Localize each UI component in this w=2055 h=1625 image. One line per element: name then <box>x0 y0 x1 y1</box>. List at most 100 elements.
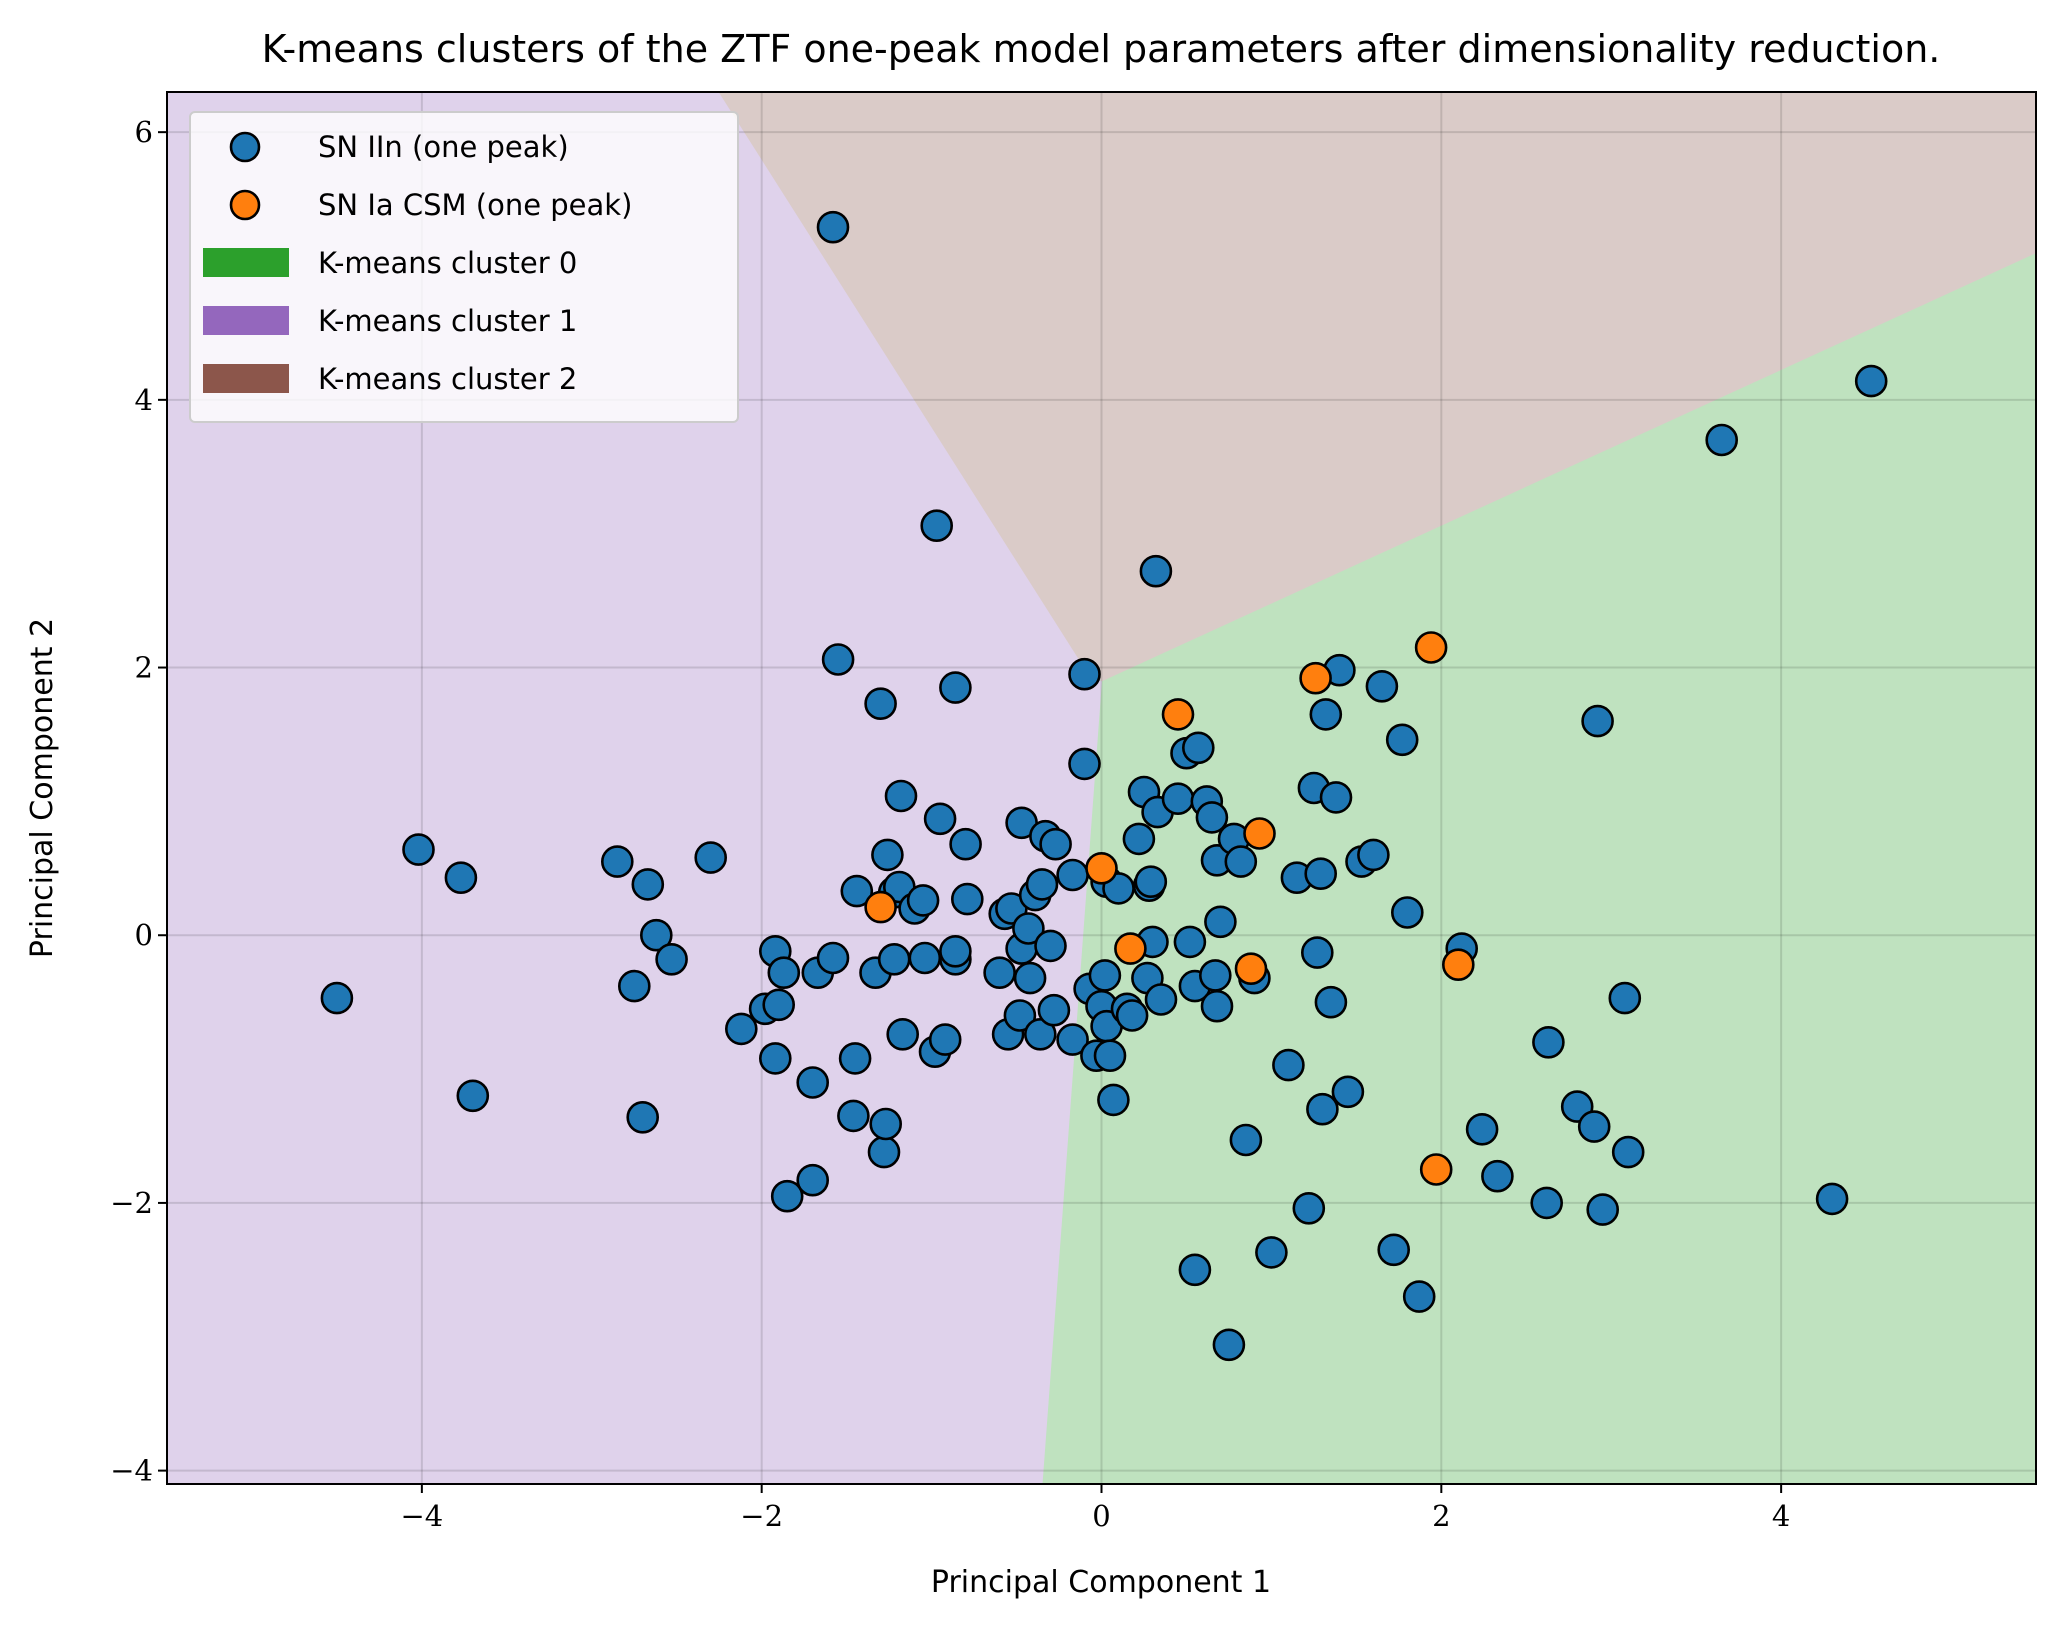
sn-iin-point <box>1292 1192 1326 1225</box>
data-points <box>320 210 1888 1362</box>
y-tick-label: 2 <box>135 651 153 685</box>
legend-patch-2 <box>203 248 289 277</box>
sn-iin-point <box>1465 1113 1499 1146</box>
sn-iin-point <box>1013 961 1047 995</box>
sn-iin-point <box>949 827 982 861</box>
legend: SN IIn (one peak) SN Ia CSM (one peak) K-m… <box>189 111 739 423</box>
sn-ia-csm-point <box>1161 698 1195 731</box>
sn-iin-point <box>1212 1328 1246 1362</box>
sn-iin-point <box>1115 999 1149 1032</box>
sn-iin-point <box>1319 781 1353 814</box>
sn-iin-point <box>1039 827 1072 861</box>
sn-iin-point <box>1532 1026 1565 1059</box>
x-tick-label: 0 <box>1092 1499 1110 1533</box>
sn-ia-csm-point <box>1243 817 1276 850</box>
sn-iin-point <box>869 1107 903 1141</box>
sn-iin-point <box>402 833 435 866</box>
sn-iin-point <box>1306 1092 1339 1126</box>
sn-ia-csm-point <box>1414 631 1448 664</box>
cluster-regions <box>167 92 2036 1484</box>
legend-patch-3 <box>203 306 289 335</box>
legend-label-4: K-means cluster 2 <box>318 362 577 396</box>
sn-iin-point <box>816 941 850 975</box>
sn-iin-point <box>837 1099 870 1133</box>
sn-iin-point <box>1402 1280 1436 1313</box>
sn-iin-point <box>821 643 855 676</box>
sn-iin-point <box>1586 1193 1619 1226</box>
sn-iin-point <box>1034 929 1067 963</box>
sn-iin-point <box>796 1163 830 1197</box>
sn-iin-point <box>1093 1039 1127 1072</box>
legend-label-2: K-means cluster 0 <box>318 246 577 280</box>
sn-iin-point <box>1088 959 1122 992</box>
sn-iin-point <box>444 861 478 895</box>
sn-iin-point <box>1377 1233 1410 1267</box>
sn-iin-point <box>1581 704 1614 738</box>
sn-iin-point <box>796 1066 830 1099</box>
sn-iin-point <box>1122 822 1156 856</box>
x-tick-label: −4 <box>400 1499 443 1533</box>
sn-iin-point <box>950 882 984 916</box>
y-axis-ticks: −4 −2 0 2 4 6 <box>110 115 167 1488</box>
sn-iin-point <box>1314 985 1348 1019</box>
sn-iin-point <box>626 1101 660 1134</box>
sn-iin-point <box>939 934 972 968</box>
sn-iin-point <box>1385 723 1419 757</box>
sn-iin-point <box>1301 936 1334 969</box>
sn-iin-point <box>1608 981 1642 1015</box>
sn-iin-point <box>1229 1123 1263 1157</box>
sn-iin-point <box>939 671 972 704</box>
sn-iin-point <box>923 802 957 836</box>
cluster-region-2 <box>718 92 2036 682</box>
sn-iin-point <box>1304 857 1337 891</box>
sn-ia-csm-point <box>1419 1153 1453 1186</box>
sn-iin-point <box>1139 554 1173 588</box>
sn-iin-point <box>920 509 954 543</box>
legend-patch-4 <box>203 364 289 393</box>
sn-iin-point <box>1577 1110 1611 1143</box>
sn-iin-point <box>867 1135 901 1169</box>
sn-iin-point <box>1200 989 1234 1023</box>
x-tick-label: 2 <box>1432 1499 1450 1533</box>
y-tick-label: 6 <box>135 115 153 149</box>
y-tick-label: 0 <box>135 918 153 952</box>
sn-iin-point <box>1024 1018 1057 1051</box>
sn-iin-point <box>1365 669 1399 703</box>
sn-iin-point <box>1204 905 1237 939</box>
y-tick-label: −2 <box>110 1186 153 1220</box>
sn-iin-point <box>1068 747 1101 781</box>
sn-iin-point <box>1173 925 1207 959</box>
legend-label-1: SN Ia CSM (one peak) <box>318 188 632 222</box>
y-tick-label: −4 <box>110 1454 153 1488</box>
sn-iin-point <box>1224 845 1258 878</box>
sn-iin-point <box>871 838 904 872</box>
sn-iin-point <box>886 1018 920 1051</box>
x-tick-label: 4 <box>1772 1499 1790 1533</box>
x-axis-label: Principal Component 1 <box>931 1565 1271 1600</box>
legend-marker-0 <box>229 131 261 163</box>
legend-frame <box>189 111 739 423</box>
sn-iin-point <box>1097 1083 1130 1117</box>
sn-iin-point <box>1854 364 1888 398</box>
x-axis-ticks: −4 −2 0 2 4 <box>400 1484 1790 1533</box>
sn-iin-point <box>1815 1182 1849 1216</box>
sn-iin-point <box>1331 1075 1365 1109</box>
sn-iin-point <box>1068 657 1101 691</box>
y-tick-label: 4 <box>135 383 153 417</box>
x-tick-label: −2 <box>740 1499 783 1533</box>
sn-iin-point <box>1530 1186 1563 1220</box>
sn-iin-point <box>908 941 942 975</box>
sn-iin-point <box>1037 993 1071 1027</box>
sn-iin-point <box>1182 731 1215 765</box>
legend-marker-1 <box>229 189 261 221</box>
sn-iin-point <box>1481 1159 1514 1193</box>
sn-iin-point <box>767 956 801 990</box>
sn-iin-point <box>762 988 796 1022</box>
sn-iin-point <box>655 942 688 976</box>
sn-iin-point <box>840 874 874 908</box>
sn-iin-point <box>928 1023 962 1056</box>
sn-iin-point <box>617 969 651 1003</box>
sn-iin-point <box>1309 698 1343 731</box>
sn-iin-point <box>639 918 673 952</box>
